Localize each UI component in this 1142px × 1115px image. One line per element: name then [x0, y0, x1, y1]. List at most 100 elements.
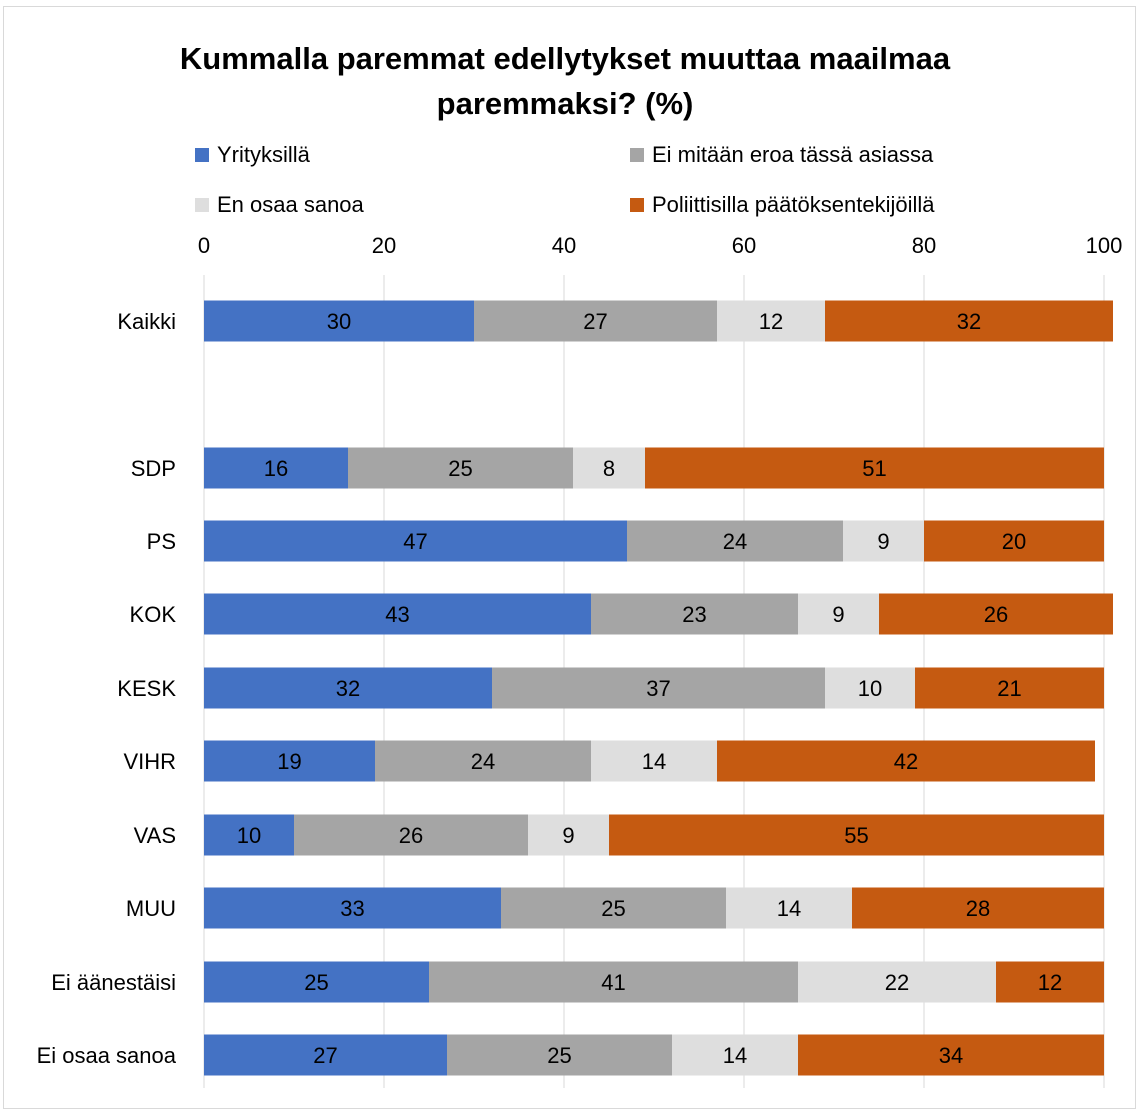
- data-label-7-0: 33: [340, 896, 364, 921]
- legend-label-ei-eroa: Ei mitään eroa tässä asiassa: [652, 142, 934, 167]
- data-label-0-2: 12: [759, 309, 783, 334]
- bar-segment-6-2: [528, 814, 609, 856]
- bar-segment-6-0: [204, 814, 294, 856]
- data-label-1-1: 25: [448, 456, 472, 481]
- data-label-6-0: 10: [237, 823, 261, 848]
- bar-segment-3-2: [798, 593, 879, 635]
- bar-segment-4-2: [825, 667, 915, 709]
- chart-title: Kummalla paremmat edellytykset muuttaa m…: [0, 36, 1130, 126]
- legend-label-yrityksilla: Yrityksillä: [217, 142, 310, 167]
- bar-segment-5-0: [204, 740, 375, 782]
- category-label-9: Ei osaa sanoa: [37, 1043, 177, 1068]
- x-tick-label-100: 100: [1086, 233, 1123, 258]
- data-label-5-1: 24: [471, 749, 495, 774]
- data-label-1-2: 8: [603, 456, 615, 481]
- bar-segment-4-0: [204, 667, 492, 709]
- bar-segment-3-3: [879, 593, 1113, 635]
- bar-segment-1-2: [573, 447, 645, 489]
- bar-segment-6-3: [609, 814, 1104, 856]
- bar-segment-9-2: [672, 1034, 798, 1076]
- bar-segment-8-1: [429, 961, 798, 1003]
- legend-item-poliittisilla: Poliittisilla päätöksentekijöillä: [630, 191, 934, 219]
- data-label-0-3: 32: [957, 309, 981, 334]
- data-label-7-2: 14: [777, 896, 801, 921]
- data-label-2-0: 47: [403, 529, 427, 554]
- bar-segment-7-2: [726, 887, 852, 929]
- data-label-0-1: 27: [583, 309, 607, 334]
- x-tick-label-0: 0: [198, 233, 210, 258]
- data-label-2-1: 24: [723, 529, 747, 554]
- bar-segment-1-1: [348, 447, 573, 489]
- legend-item-en-osaa-sanoa: En osaa sanoa: [195, 191, 364, 219]
- data-label-1-0: 16: [264, 456, 288, 481]
- data-label-3-2: 9: [832, 602, 844, 627]
- legend-item-yrityksilla: Yrityksillä: [195, 141, 310, 169]
- data-label-5-0: 19: [277, 749, 301, 774]
- data-label-4-1: 37: [646, 676, 670, 701]
- chart-title-line-1: Kummalla paremmat edellytykset muuttaa m…: [179, 41, 951, 76]
- data-label-5-2: 14: [642, 749, 666, 774]
- data-label-3-1: 23: [682, 602, 706, 627]
- bar-segment-7-0: [204, 887, 501, 929]
- category-label-7: MUU: [126, 896, 176, 921]
- bar-segment-9-3: [798, 1034, 1104, 1076]
- bar-segment-1-3: [645, 447, 1104, 489]
- category-label-4: KESK: [117, 676, 176, 701]
- data-label-9-1: 25: [547, 1043, 571, 1068]
- bar-segment-0-3: [825, 300, 1113, 342]
- category-label-2: PS: [147, 529, 176, 554]
- data-label-0-0: 30: [327, 309, 351, 334]
- legend-swatch-en-osaa-sanoa: [195, 198, 209, 212]
- category-label-1: SDP: [131, 456, 176, 481]
- legend-label-poliittisilla: Poliittisilla päätöksentekijöillä: [652, 192, 935, 217]
- x-tick-label-40: 40: [552, 233, 576, 258]
- bar-segment-6-1: [294, 814, 528, 856]
- chart-frame: [3, 6, 1136, 1109]
- bar-segment-8-2: [798, 961, 996, 1003]
- chart-title-line-2: paremmaksi? (%): [436, 86, 694, 121]
- data-label-3-3: 26: [984, 602, 1008, 627]
- bar-segment-3-1: [591, 593, 798, 635]
- category-label-6: VAS: [134, 823, 176, 848]
- x-tick-label-80: 80: [912, 233, 936, 258]
- data-label-8-1: 41: [601, 970, 625, 995]
- bar-segment-9-0: [204, 1034, 447, 1076]
- data-label-6-2: 9: [562, 823, 574, 848]
- x-tick-label-60: 60: [732, 233, 756, 258]
- bar-segment-0-2: [717, 300, 825, 342]
- data-label-6-1: 26: [399, 823, 423, 848]
- category-label-5: VIHR: [123, 749, 176, 774]
- bar-segment-4-1: [492, 667, 825, 709]
- data-label-3-0: 43: [385, 602, 409, 627]
- bar-segment-5-3: [717, 740, 1095, 782]
- legend-label-en-osaa-sanoa: En osaa sanoa: [217, 192, 364, 217]
- bar-segment-9-1: [447, 1034, 672, 1076]
- data-label-9-2: 14: [723, 1043, 747, 1068]
- legend-swatch-yrityksilla: [195, 148, 209, 162]
- data-label-8-3: 12: [1038, 970, 1062, 995]
- legend-item-ei-eroa: Ei mitään eroa tässä asiassa: [630, 141, 933, 169]
- bar-segment-7-3: [852, 887, 1104, 929]
- data-label-8-0: 25: [304, 970, 328, 995]
- bar-segment-8-3: [996, 961, 1104, 1003]
- x-tick-label-20: 20: [372, 233, 396, 258]
- bar-segment-2-3: [924, 520, 1104, 562]
- data-label-8-2: 22: [885, 970, 909, 995]
- data-label-4-0: 32: [336, 676, 360, 701]
- bar-segment-5-2: [591, 740, 717, 782]
- data-label-5-3: 42: [894, 749, 918, 774]
- category-label-3: KOK: [130, 602, 177, 627]
- bar-segment-5-1: [375, 740, 591, 782]
- bar-segment-1-0: [204, 447, 348, 489]
- bar-segment-0-1: [474, 300, 717, 342]
- data-label-2-2: 9: [877, 529, 889, 554]
- bar-segment-8-0: [204, 961, 429, 1003]
- category-label-0: Kaikki: [117, 309, 176, 334]
- data-label-4-2: 10: [858, 676, 882, 701]
- data-label-2-3: 20: [1002, 529, 1026, 554]
- data-label-9-0: 27: [313, 1043, 337, 1068]
- bar-segment-2-2: [843, 520, 924, 562]
- bar-segment-0-0: [204, 300, 474, 342]
- data-label-7-3: 28: [966, 896, 990, 921]
- data-label-9-3: 34: [939, 1043, 963, 1068]
